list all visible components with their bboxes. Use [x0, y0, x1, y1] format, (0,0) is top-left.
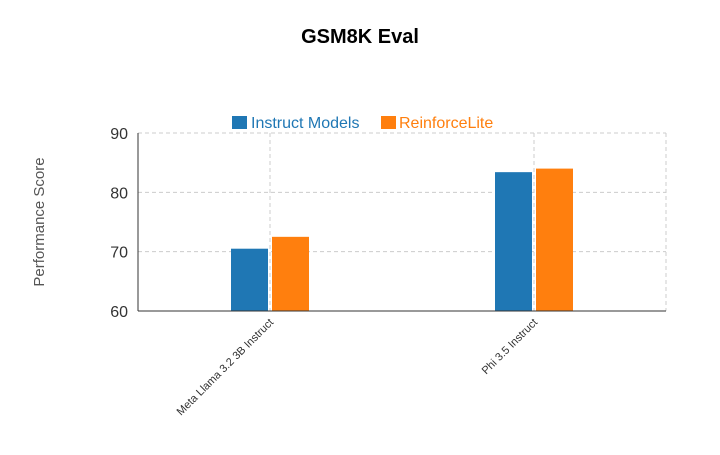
- bar-reinforcelite: [272, 236, 309, 311]
- y-tick-label: 60: [110, 304, 128, 321]
- legend-label: Instruct Models: [251, 115, 359, 132]
- legend-swatch: [381, 116, 396, 129]
- bars: [231, 168, 573, 311]
- x-tick-labels: Meta Llama 3.2 3B Instruct Phi 3.5 Instru…: [175, 317, 540, 418]
- y-tick-labels: 60 70 80 90: [110, 126, 128, 321]
- legend-label: ReinforceLite: [399, 115, 493, 132]
- bar-reinforcelite: [536, 168, 573, 311]
- axes: [137, 133, 666, 312]
- legend: Instruct Models ReinforceLite: [232, 115, 493, 132]
- y-tick-label: 80: [110, 185, 128, 202]
- gridlines: [138, 132, 667, 312]
- legend-swatch: [232, 116, 247, 129]
- bar-instruct-models: [231, 248, 268, 311]
- x-tick-label: Meta Llama 3.2 3B Instruct: [175, 317, 276, 418]
- x-tick-label: Phi 3.5 Instruct: [480, 317, 540, 377]
- chart-title: GSM8K Eval: [301, 26, 419, 48]
- y-tick-label: 70: [110, 245, 128, 262]
- y-tick-label: 90: [110, 126, 128, 143]
- y-axis-label: Performance Score: [31, 157, 48, 286]
- bar-instruct-models: [495, 172, 532, 311]
